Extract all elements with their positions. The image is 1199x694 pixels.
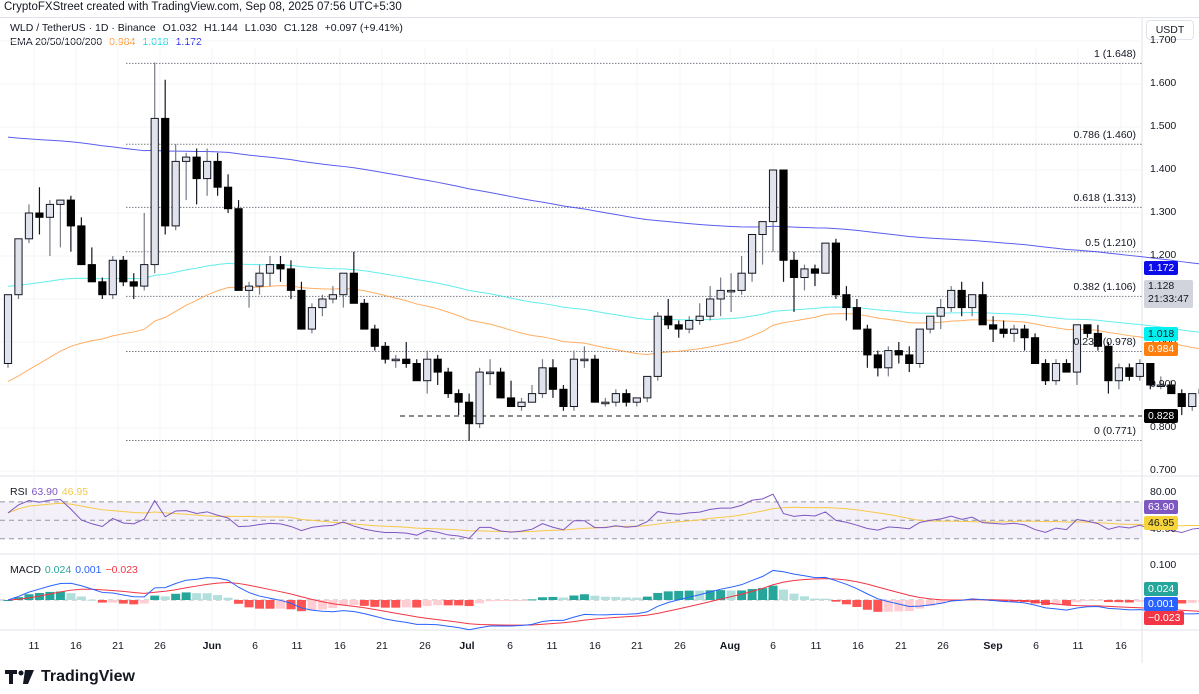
macd-tag: −0.023 — [1144, 611, 1185, 625]
time-axis-label: 16 — [1115, 640, 1127, 652]
time-axis-label: 26 — [419, 640, 431, 652]
time-axis-label: Jun — [202, 640, 222, 652]
rsi-value: 63.90 — [31, 486, 58, 498]
ohlc-open: O1.032 — [162, 22, 198, 34]
time-axis-label: 16 — [852, 640, 864, 652]
price-change: +0.097 (+9.41%) — [324, 22, 403, 34]
logo-text: TradingView — [41, 668, 135, 685]
time-axis-label: 16 — [334, 640, 346, 652]
price-axis-label: 1.300 — [1150, 206, 1177, 218]
time-axis-label: 6 — [770, 640, 776, 652]
time-axis-label: 26 — [937, 640, 949, 652]
price-axis-label: 1.500 — [1150, 120, 1177, 132]
price-axis-label: 1.200 — [1150, 249, 1177, 261]
fib-level-label: 0.618 (1.313) — [1073, 192, 1136, 205]
macd-tag: 0.001 — [1144, 597, 1179, 611]
ema50-value: 0.984 — [109, 36, 136, 48]
symbol-legend: WLD / TetherUS · 1D · Binance O1.032 H1.… — [10, 22, 407, 34]
time-axis-label: 21 — [376, 640, 388, 652]
time-axis-label: Jul — [459, 640, 475, 652]
chart-frame — [0, 17, 1199, 664]
time-axis-label: 6 — [1033, 640, 1039, 652]
ema-legend: EMA 20/50/100/200 0.984 1.018 1.172 — [10, 36, 206, 48]
time-axis-label: 11 — [1072, 640, 1084, 652]
macd-hist-value: 0.024 — [44, 564, 72, 576]
ema-label: EMA 20/50/100/200 — [10, 36, 103, 48]
price-tag: 0.828 — [1144, 408, 1179, 423]
price-tag: 1.128 21:33:47 — [1144, 279, 1193, 308]
macd-value: 0.001 — [75, 564, 102, 576]
price-tag: 1.172 — [1144, 261, 1179, 276]
time-axis-label: 16 — [589, 640, 601, 652]
chart-credit: CryptoFXStreet created with TradingView.… — [4, 1, 402, 13]
currency-unit-button[interactable]: USDT — [1146, 20, 1194, 40]
macd-label: MACD — [10, 564, 41, 576]
rsi-axis-label: 80.00 — [1150, 485, 1177, 498]
fib-level-label: 1 (1.648) — [1093, 48, 1136, 61]
fib-level-label: 0.236 (0.978) — [1073, 336, 1136, 349]
time-axis-label: Sep — [983, 640, 1003, 652]
price-axis-label: 1.400 — [1150, 163, 1177, 175]
time-axis-label: 26 — [154, 640, 166, 652]
time-axis-label: 21 — [895, 640, 907, 652]
ohlc-close: C1.128 — [283, 22, 318, 34]
fib-level-label: 0 (0.771) — [1093, 425, 1136, 438]
rsi-tag: 46.95 — [1144, 516, 1179, 531]
price-axis-label: 0.700 — [1150, 464, 1177, 476]
price-axis-label: 0.900 — [1150, 378, 1177, 390]
time-axis-label: 11 — [810, 640, 822, 652]
ema100-value: 1.018 — [142, 36, 169, 48]
macd-signal-value: −0.023 — [105, 564, 138, 576]
price-tag: 0.984 — [1144, 341, 1179, 356]
tradingview-logo-icon — [5, 670, 34, 684]
time-axis-label: 26 — [674, 640, 686, 652]
price-axis-label: 0.800 — [1150, 421, 1177, 433]
fib-level-label: 0.786 (1.460) — [1073, 129, 1136, 142]
price-axis-label: 1.600 — [1150, 77, 1177, 89]
time-axis-label: 11 — [546, 640, 558, 652]
time-axis-label: 16 — [70, 640, 82, 652]
ema200-value: 1.172 — [175, 36, 202, 48]
time-axis-label: Aug — [719, 640, 741, 652]
ohlc-low: L1.030 — [244, 22, 277, 34]
fib-level-label: 0.382 (1.106) — [1073, 281, 1136, 294]
time-axis-label: 6 — [507, 640, 513, 652]
rsi-label: RSI — [10, 486, 28, 498]
time-axis-label: 21 — [631, 640, 643, 652]
time-axis-label: 11 — [28, 640, 40, 652]
rsi-legend: RSI 63.90 46.95 — [10, 486, 92, 498]
time-axis-label: 11 — [291, 640, 303, 652]
time-axis-label: 21 — [112, 640, 124, 652]
time-axis-label: 6 — [252, 640, 258, 652]
symbol-title: WLD / TetherUS · 1D · Binance — [10, 22, 156, 34]
macd-axis-label: 0.100 — [1150, 559, 1177, 571]
tradingview-logo[interactable]: TradingView — [5, 668, 135, 686]
price-tag: 1.018 — [1144, 327, 1179, 342]
macd-legend: MACD 0.024 0.001 −0.023 — [10, 564, 142, 576]
rsi-tag: 63.90 — [1144, 500, 1179, 515]
price-axis-label: 1.700 — [1150, 34, 1177, 46]
rsi-ma-value: 46.95 — [61, 486, 89, 498]
macd-tag: 0.024 — [1144, 582, 1179, 596]
ohlc-high: H1.144 — [204, 22, 238, 34]
fib-level-label: 0.5 (1.210) — [1085, 236, 1136, 249]
